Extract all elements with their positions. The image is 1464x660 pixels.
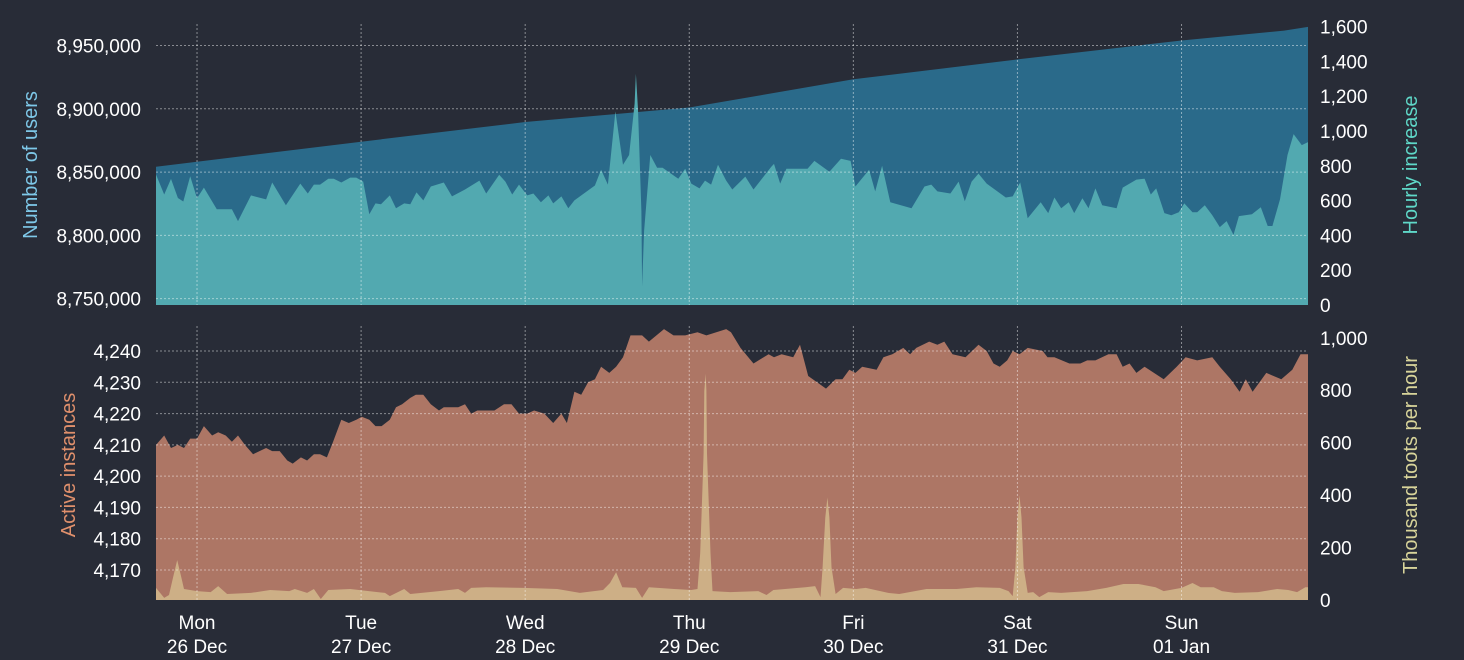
left-tick-label: 8,800,000 bbox=[56, 226, 141, 247]
right-tick-label: 200 bbox=[1320, 261, 1352, 282]
day-date-label: 27 Dec bbox=[331, 637, 391, 658]
hourly-right-ticks: 1,600 1,400 1,200 1,000 800 600 400 200 0 bbox=[1320, 18, 1368, 317]
day-date-label: 01 Jan bbox=[1153, 637, 1210, 658]
left-tick-label: 8,750,000 bbox=[56, 290, 141, 311]
day-weekday-label: Sun bbox=[1165, 613, 1199, 634]
day-date-label: 26 Dec bbox=[167, 637, 227, 658]
day-date-label: 28 Dec bbox=[495, 637, 555, 658]
users-left-ticks: 8,950,000 8,900,000 8,850,000 8,800,000 8,75… bbox=[56, 37, 141, 311]
instances-panel: 4,240 4,230 4,220 4,210 4,200 4,190 4,180 4,170… bbox=[58, 326, 1422, 612]
right-tick-label: 1,400 bbox=[1320, 52, 1368, 73]
right-tick-label: 0 bbox=[1320, 591, 1331, 612]
hourly-axis-title: Hourly increase bbox=[1400, 96, 1422, 235]
instances-areas bbox=[156, 329, 1308, 600]
left-tick-label: 4,190 bbox=[93, 498, 141, 519]
day-weekday-label: Mon bbox=[179, 613, 216, 634]
instances-axis-title: Active instances bbox=[58, 393, 80, 538]
users-panel: 8,950,000 8,900,000 8,850,000 8,800,000 8,75… bbox=[20, 18, 1422, 317]
instances-left-ticks: 4,240 4,230 4,220 4,210 4,200 4,190 4,180 4,170 bbox=[93, 342, 141, 582]
instances-grid bbox=[156, 326, 1308, 600]
left-tick-label: 4,230 bbox=[93, 373, 141, 394]
toots-axis-title: Thousand toots per hour bbox=[1400, 356, 1422, 574]
right-tick-label: 600 bbox=[1320, 434, 1352, 455]
right-tick-label: 200 bbox=[1320, 539, 1352, 560]
left-tick-label: 4,210 bbox=[93, 436, 141, 457]
toots-area bbox=[156, 373, 1308, 600]
right-tick-label: 1,200 bbox=[1320, 87, 1368, 108]
right-tick-label: 400 bbox=[1320, 486, 1352, 507]
hourly-increase-area bbox=[156, 73, 1308, 306]
users-areas bbox=[156, 26, 1308, 306]
left-tick-label: 8,900,000 bbox=[56, 100, 141, 121]
users-grid bbox=[156, 24, 1308, 305]
active-instances-area bbox=[156, 329, 1308, 600]
right-tick-label: 800 bbox=[1320, 381, 1352, 402]
left-tick-label: 4,170 bbox=[93, 561, 141, 582]
day-weekday-label: Tue bbox=[345, 613, 377, 634]
day-weekday-label: Wed bbox=[506, 613, 545, 634]
right-tick-label: 1,600 bbox=[1320, 18, 1368, 39]
right-tick-label: 1,000 bbox=[1320, 122, 1368, 143]
left-tick-label: 8,850,000 bbox=[56, 163, 141, 184]
left-tick-label: 4,240 bbox=[93, 342, 141, 363]
day-weekday-label: Thu bbox=[673, 613, 706, 634]
toots-right-ticks: 1,000 800 600 400 200 0 bbox=[1320, 329, 1368, 612]
left-tick-label: 8,950,000 bbox=[56, 37, 141, 58]
left-tick-label: 4,180 bbox=[93, 530, 141, 551]
right-tick-label: 800 bbox=[1320, 157, 1352, 178]
day-date-label: 31 Dec bbox=[987, 637, 1047, 658]
right-tick-label: 600 bbox=[1320, 192, 1352, 213]
left-tick-label: 4,220 bbox=[93, 405, 141, 426]
day-weekday-label: Fri bbox=[842, 613, 864, 634]
day-date-label: 30 Dec bbox=[823, 637, 883, 658]
left-tick-label: 4,200 bbox=[93, 467, 141, 488]
right-tick-label: 400 bbox=[1320, 226, 1352, 247]
day-date-label: 29 Dec bbox=[659, 637, 719, 658]
day-weekday-label: Sat bbox=[1003, 613, 1032, 634]
right-tick-label: 1,000 bbox=[1320, 329, 1368, 350]
x-axis-day-labels: Mon 26 Dec Tue 27 Dec Wed 28 Dec Thu 29 Dec Fri 3… bbox=[167, 613, 1210, 658]
users-axis-title: Number of users bbox=[20, 91, 42, 239]
right-tick-label: 0 bbox=[1320, 296, 1331, 317]
